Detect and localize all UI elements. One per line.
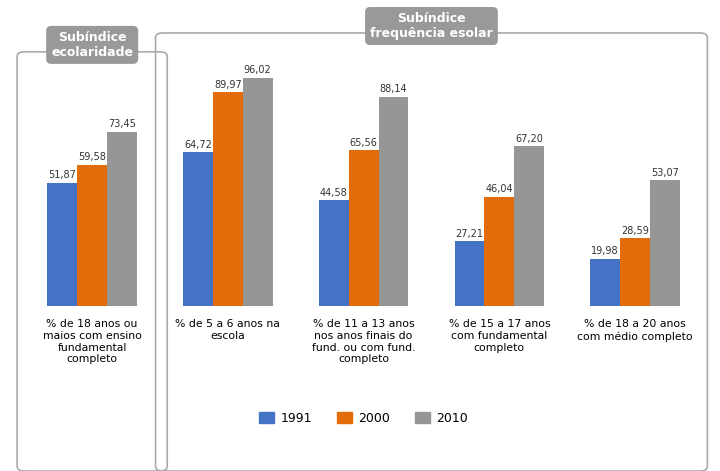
Bar xyxy=(183,152,213,306)
Bar xyxy=(348,150,379,306)
Bar xyxy=(243,78,273,306)
Bar xyxy=(454,242,485,306)
Text: 19,98: 19,98 xyxy=(591,246,619,256)
Text: 65,56: 65,56 xyxy=(350,138,377,148)
Bar xyxy=(107,131,137,306)
Text: 96,02: 96,02 xyxy=(244,65,271,75)
Text: 27,21: 27,21 xyxy=(456,229,483,239)
Bar xyxy=(48,183,77,306)
Text: 53,07: 53,07 xyxy=(651,168,679,178)
Text: 28,59: 28,59 xyxy=(621,226,649,236)
Bar xyxy=(379,97,408,306)
Bar xyxy=(620,238,650,306)
Bar xyxy=(590,259,620,306)
Bar xyxy=(485,197,514,306)
Bar xyxy=(319,200,348,306)
Legend: 1991, 2000, 2010: 1991, 2000, 2010 xyxy=(254,406,473,430)
Text: 88,14: 88,14 xyxy=(379,84,408,94)
Text: 44,58: 44,58 xyxy=(320,188,348,198)
Bar xyxy=(213,92,243,306)
Text: 46,04: 46,04 xyxy=(485,184,513,195)
Text: Subíndice
ecolaridade: Subíndice ecolaridade xyxy=(51,31,133,59)
Text: 51,87: 51,87 xyxy=(48,171,76,180)
Text: 67,20: 67,20 xyxy=(516,134,543,144)
Text: 89,97: 89,97 xyxy=(214,80,242,90)
Text: 73,45: 73,45 xyxy=(108,119,136,129)
Bar xyxy=(77,164,107,306)
Text: 59,58: 59,58 xyxy=(78,152,106,162)
Bar xyxy=(514,146,544,306)
Bar xyxy=(650,180,680,306)
Text: 64,72: 64,72 xyxy=(184,140,212,150)
Text: Subíndice
frequência esolar: Subíndice frequência esolar xyxy=(370,12,492,40)
